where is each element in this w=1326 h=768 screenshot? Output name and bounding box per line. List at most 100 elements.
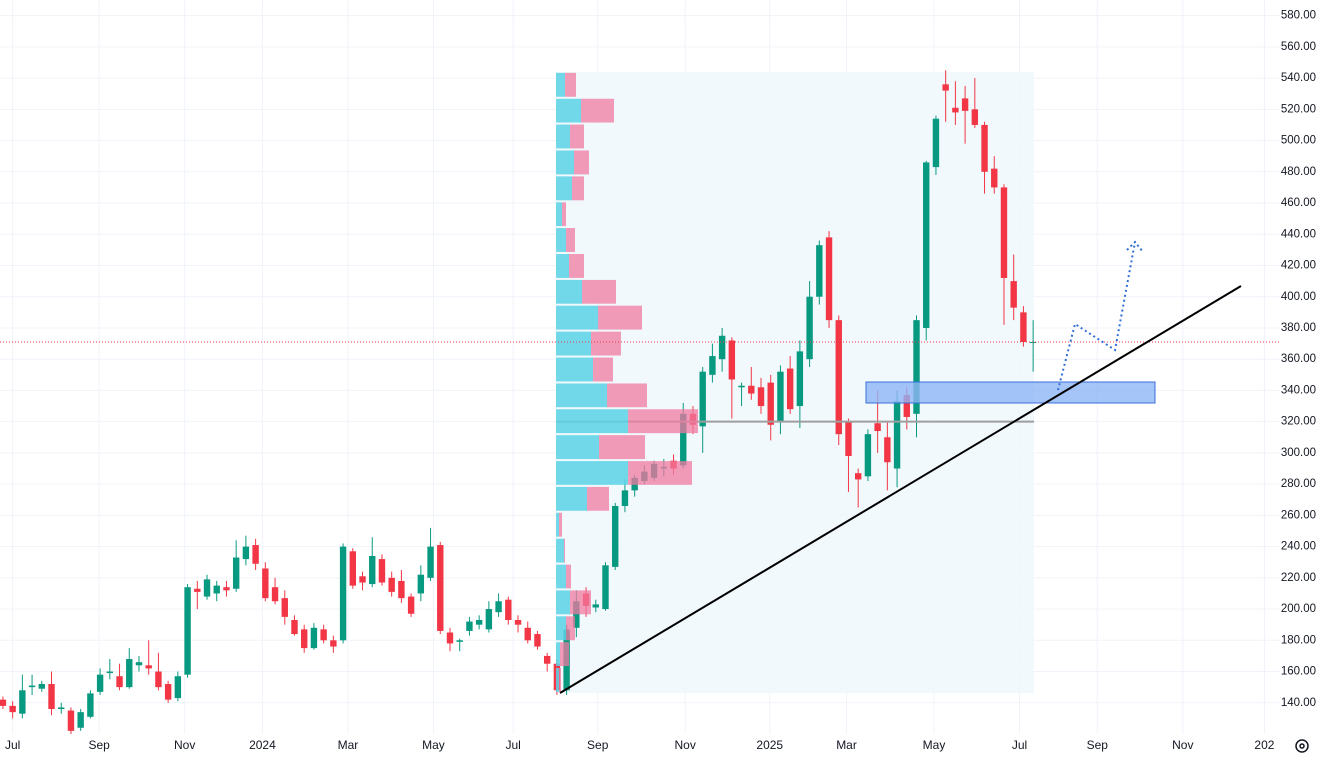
x-tick-label: 2025 (756, 738, 783, 752)
candle-body (398, 580, 405, 599)
candle-body (1000, 187, 1008, 278)
y-tick-label: 400.00 (1281, 291, 1316, 303)
profile-down (566, 616, 575, 641)
y-tick-label: 300.00 (1281, 447, 1316, 459)
candle-body (825, 237, 833, 321)
profile-down (628, 409, 698, 434)
plot (0, 70, 1280, 734)
candle-body (388, 577, 395, 592)
y-tick-label: 360.00 (1281, 353, 1316, 365)
y-tick-label: 160.00 (1281, 666, 1316, 678)
settings-icon[interactable] (1295, 739, 1309, 753)
x-tick-label: Mar (836, 738, 857, 752)
candle-body (543, 655, 551, 664)
y-tick-label: 240.00 (1281, 541, 1316, 553)
candle-body (971, 109, 979, 125)
candle-body (184, 587, 191, 675)
profile-up (556, 590, 570, 615)
profile-down (582, 279, 616, 304)
trend-line (559, 285, 1242, 694)
gear-inner[interactable] (1299, 743, 1305, 749)
candle-body (796, 351, 804, 407)
y-tick-label: 200.00 (1281, 603, 1316, 615)
profile-down (607, 383, 647, 408)
candle-body (514, 619, 522, 625)
candle-body (96, 674, 104, 692)
profile-down (572, 176, 584, 201)
candle-body (816, 245, 823, 297)
profile-up (556, 512, 559, 537)
x-tick-label: Nov (174, 738, 195, 752)
candle-body (524, 627, 531, 641)
candle-body (786, 368, 794, 410)
candle-body (417, 574, 425, 594)
candle-body (232, 557, 240, 589)
candle-body (952, 107, 959, 113)
candle-body (767, 382, 774, 425)
candle-body (407, 596, 415, 614)
candle-body (48, 684, 55, 710)
x-tick-label: Nov (1172, 738, 1193, 752)
profile-up (556, 383, 607, 408)
profile-up (556, 305, 598, 330)
candle-body (495, 601, 502, 613)
y-tick-label: 320.00 (1281, 416, 1316, 428)
candle-body (223, 587, 230, 591)
gear-outer[interactable] (1295, 739, 1309, 753)
x-tick-label: Jul (1012, 738, 1027, 752)
y-tick-label: 420.00 (1281, 260, 1316, 272)
candle-body (1020, 312, 1027, 343)
candle-body (709, 356, 716, 375)
demand-zone (865, 381, 1156, 404)
candle-body (485, 609, 493, 630)
candle-body (116, 676, 123, 688)
y-tick-label: 180.00 (1281, 634, 1316, 646)
candle-body (437, 545, 444, 631)
profile-down (564, 538, 565, 563)
candle-body (466, 621, 473, 631)
profile-up (556, 331, 591, 356)
y-tick-label: 440.00 (1281, 228, 1316, 240)
candle-body (854, 473, 862, 480)
candle-body (9, 705, 16, 713)
x-tick-label: Jul (505, 738, 520, 752)
candle-body (699, 371, 706, 427)
profile-up (556, 357, 593, 382)
y-tick-label: 540.00 (1281, 72, 1316, 84)
candle-body (777, 371, 784, 422)
candle-body (378, 559, 386, 583)
y-tick-label: 220.00 (1281, 572, 1316, 584)
profile-down (559, 668, 561, 692)
candle-body (19, 690, 26, 714)
profile-down (562, 202, 566, 227)
candle-body (728, 340, 736, 380)
candle-body (242, 546, 250, 560)
x-tick-label: May (422, 738, 445, 752)
candle-body (475, 619, 483, 625)
x-tick-label: Sep (88, 738, 110, 752)
candle-body (87, 693, 94, 717)
x-tick-label: 202 (1254, 738, 1274, 752)
candle-body (991, 168, 998, 188)
candle-body (456, 640, 463, 642)
y-tick-label: 560.00 (1281, 41, 1316, 53)
profile-up (556, 253, 569, 278)
candle-body (573, 601, 580, 628)
candle-body (213, 585, 220, 594)
profile-down (560, 642, 569, 667)
x-tick-label: Sep (1087, 738, 1109, 752)
candle-body (612, 505, 619, 567)
candle-body (281, 598, 288, 617)
candle-body (1029, 342, 1037, 344)
x-tick-label: Mar (338, 738, 359, 752)
candle-body (310, 627, 318, 649)
candle-body (155, 671, 162, 688)
profile-up (556, 564, 566, 589)
candle-body (893, 401, 901, 469)
x-tick-label: 2024 (249, 738, 276, 752)
profile-down (566, 564, 571, 589)
profile-up (556, 228, 566, 252)
candle-body (0, 699, 7, 706)
candle-body (835, 320, 842, 435)
candle-body (981, 124, 988, 172)
